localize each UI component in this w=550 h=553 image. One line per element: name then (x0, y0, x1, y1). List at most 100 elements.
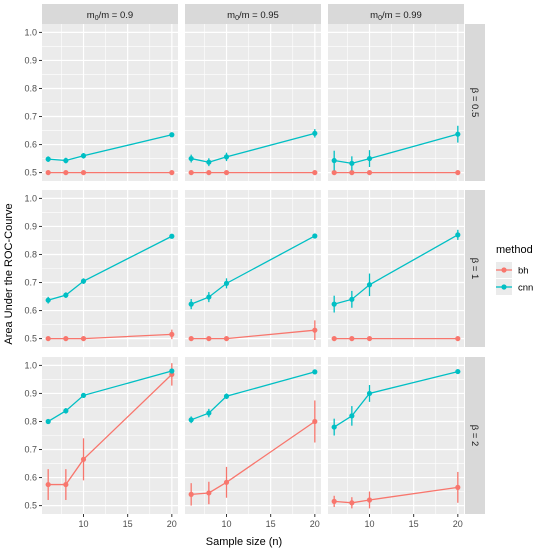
y-tick-label: 0.6 (24, 140, 37, 150)
data-point-bh (312, 327, 318, 333)
data-point-cnn (223, 393, 230, 399)
data-point-cnn (455, 368, 461, 375)
strip-beta_05 (465, 24, 485, 181)
data-point-bh (63, 169, 69, 176)
panel-0-2 (328, 24, 464, 181)
series-line-cnn (190, 235, 316, 305)
y-tick-label: 0.7 (24, 278, 37, 288)
data-point-cnn (349, 160, 355, 166)
data-point-bh (223, 169, 230, 176)
strip-label-m0_09: m0/m = 0.9 (87, 10, 133, 22)
data-point-cnn (188, 301, 194, 307)
data-point-cnn (206, 159, 212, 165)
y-tick-label: 0.9 (24, 55, 37, 65)
data-point-bh (188, 169, 194, 176)
data-point-bh (80, 456, 87, 462)
data-point-bh (312, 169, 318, 176)
data-point-cnn (349, 296, 355, 302)
legend-title: method (496, 244, 533, 256)
data-point-cnn (366, 155, 373, 162)
y-axis-title: Area Under the ROC-Courve (3, 203, 15, 344)
data-point-bh (366, 335, 373, 342)
data-point-cnn (206, 294, 212, 300)
strip-label-m0_099: m0/m = 0.99 (370, 10, 422, 22)
axes-layer: 0.5 0.6 0.7 0.8 0.9 1.0 0.5 0.6 0.7 0.8 0.9 1.0 0.5 0… (24, 27, 462, 529)
data-point-cnn (312, 130, 318, 136)
legend-label-cnn: cnn (518, 283, 533, 294)
data-point-bh (188, 491, 194, 497)
series-line-cnn (48, 134, 172, 162)
series-line-cnn (47, 370, 172, 423)
legend: method bh cnn (496, 244, 533, 295)
data-point-cnn (188, 417, 194, 423)
data-point-cnn (45, 297, 51, 303)
panel-data-0-0 (45, 132, 175, 176)
data-point-bh (331, 335, 337, 342)
strip-m0_09 (42, 4, 178, 24)
data-point-bh (455, 484, 461, 490)
strip-label-m0_095: m0/m = 0.95 (227, 10, 279, 22)
data-point-bh (223, 335, 230, 342)
x-tick-label: 15 (123, 519, 133, 529)
data-point-bh (366, 169, 373, 176)
panel-2-1 (185, 357, 321, 514)
data-point-cnn (366, 390, 373, 397)
data-point-cnn (455, 232, 461, 238)
data-point-bh (45, 169, 51, 176)
data-point-bh (188, 335, 194, 342)
data-point-cnn (223, 154, 230, 160)
strip-m0_099 (328, 4, 464, 24)
data-point-bh (312, 418, 318, 425)
y-tick-label: 0.9 (24, 221, 37, 231)
series-line-cnn (48, 235, 173, 301)
panel-1-2 (328, 190, 464, 347)
panel-2-2 (328, 357, 464, 514)
data-point-cnn (63, 408, 69, 414)
y-tick-label: 1.0 (24, 193, 37, 203)
y-tick-label: 0.5 (24, 334, 37, 344)
data-point-bh (223, 479, 230, 485)
data-point-cnn (331, 301, 337, 307)
panel-2-0 (42, 357, 178, 514)
data-point-bh (331, 169, 337, 176)
series-line-bh (191, 329, 315, 340)
strip-label-beta_05: β = 0.5 (469, 88, 480, 118)
panel-data-2-0 (45, 363, 175, 500)
panel-data-1-0 (45, 233, 175, 342)
data-point-cnn (45, 156, 51, 162)
data-point-cnn (169, 368, 175, 374)
data-point-bh (455, 335, 461, 342)
series-line-cnn (191, 132, 315, 163)
data-point-bh (63, 335, 69, 342)
strip-label-beta_2: β = 2 (469, 425, 480, 447)
panel-data-0-2 (331, 125, 461, 176)
data-point-cnn (331, 157, 337, 164)
data-point-bh (206, 335, 212, 342)
data-point-cnn (45, 418, 51, 425)
data-point-cnn (63, 292, 69, 298)
data-point-cnn (366, 282, 373, 288)
series-line-cnn (333, 370, 458, 428)
data-point-cnn (223, 280, 230, 286)
y-tick-label: 1.0 (24, 27, 37, 37)
data-point-cnn (80, 153, 87, 159)
strip-beta_1 (465, 190, 485, 347)
data-point-bh (63, 481, 69, 488)
x-tick-label: 20 (167, 519, 177, 529)
series-line-bh (191, 420, 316, 496)
y-tick-label: 0.5 (24, 168, 37, 178)
panel-0-1 (185, 24, 321, 181)
panel-data-0-1 (188, 129, 318, 176)
data-point-cnn (63, 157, 69, 164)
y-tick-label: 0.7 (24, 445, 37, 455)
x-tick-label: 15 (409, 519, 419, 529)
x-tick-label: 10 (364, 519, 374, 529)
data-point-bh (206, 169, 212, 176)
series-line-bh (334, 486, 458, 504)
y-tick-label: 0.5 (24, 501, 37, 511)
legend-key-point-bh (501, 267, 507, 273)
x-tick-label: 15 (266, 519, 276, 529)
data-point-cnn (312, 369, 318, 375)
data-point-bh (45, 335, 51, 342)
x-tick-label: 10 (78, 519, 88, 529)
